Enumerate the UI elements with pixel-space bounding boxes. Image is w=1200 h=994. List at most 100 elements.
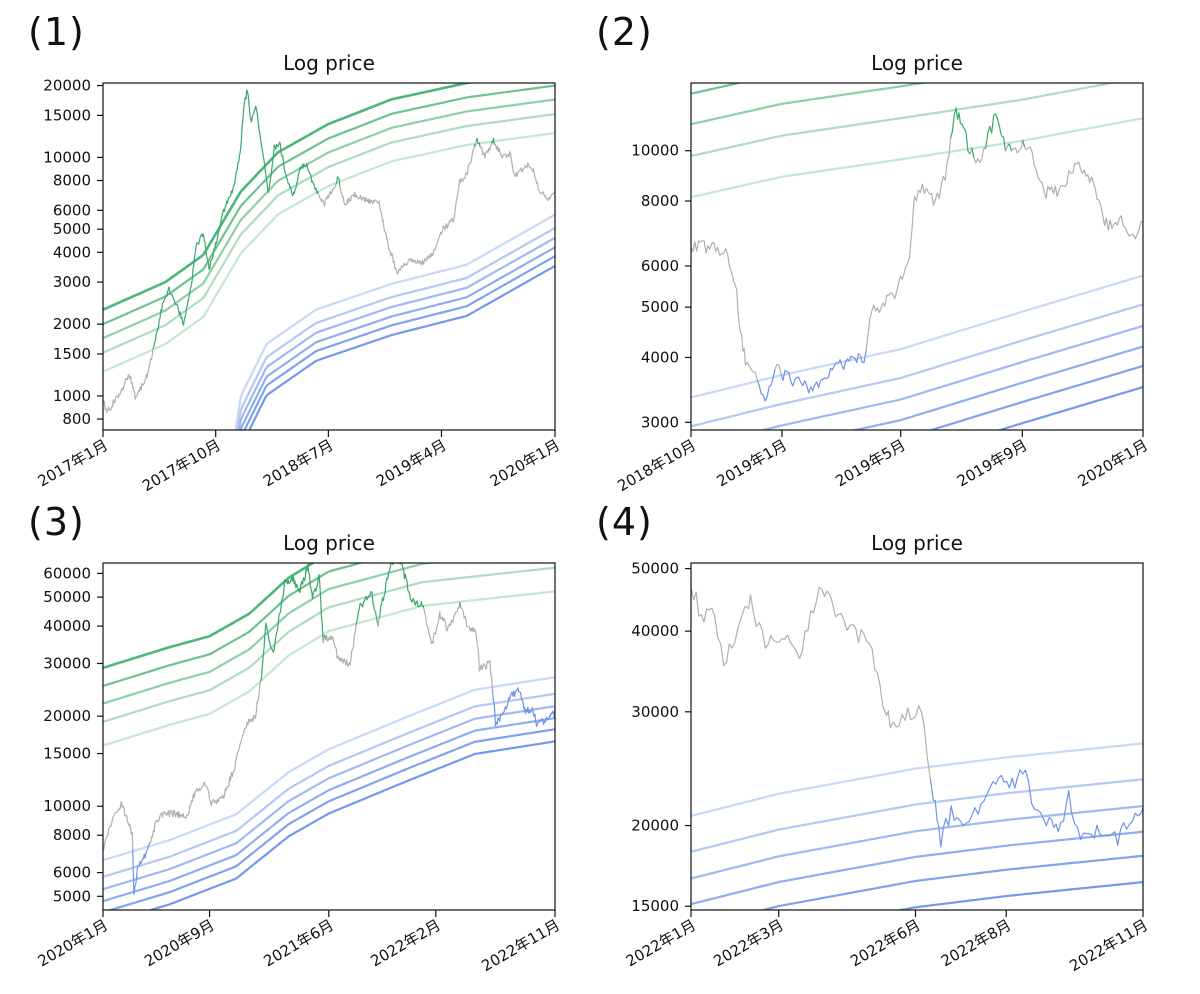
price-line-neutral (691, 586, 931, 780)
plot-frame (690, 82, 1144, 431)
y-tick-label: 5000 (53, 887, 91, 905)
price-line-high (1007, 143, 1013, 152)
price-line-high (475, 137, 481, 147)
price-line-high (355, 590, 378, 625)
band-low-5 (106, 728, 555, 910)
price-line-neutral (1004, 145, 1009, 152)
price-line-high (378, 563, 425, 619)
price-line-high (335, 176, 341, 187)
price-line-neutral (858, 352, 861, 357)
y-tick-label: 1500 (53, 345, 91, 363)
plot-area (103, 563, 555, 910)
y-tick-label: 20000 (43, 707, 91, 725)
panel-number-4: (4) (596, 500, 653, 544)
panel-number-2: (2) (596, 10, 653, 54)
band-low-2 (691, 303, 1143, 428)
panel-number-3: (3) (28, 500, 85, 544)
y-tick-label: 30000 (43, 654, 91, 672)
x-tick-label: 2022年6月 (847, 916, 923, 970)
band-high-4 (103, 566, 555, 723)
y-tick-label: 8000 (641, 192, 679, 210)
y-tick-label: 8000 (53, 172, 91, 190)
x-tick-label: 2019年5月 (832, 436, 908, 490)
band-low-2 (236, 227, 555, 430)
x-tick-label: 2019年4月 (373, 436, 449, 490)
band-high-3 (103, 98, 555, 340)
panel-number-1: (1) (28, 10, 85, 54)
band-low-4 (691, 830, 1143, 906)
price-line-low (859, 350, 867, 363)
price-line-neutral (423, 602, 461, 645)
price-line-neutral (325, 624, 357, 667)
band-low-6 (894, 881, 1143, 910)
chart-2: Log price 3000 4000 5000 6000 8000 10000 2018年1… (614, 51, 1151, 495)
x-tick-label: 2019年9月 (954, 436, 1030, 490)
band-high-5 (103, 590, 555, 747)
y-tick-label: 1000 (53, 387, 91, 405)
x-tick-label: 2022年11月 (1066, 916, 1151, 975)
y-tick-label: 50000 (631, 560, 679, 578)
y-tick-label: 4000 (641, 348, 679, 366)
x-tick-label: 2022年1月 (623, 916, 699, 970)
band-low-6 (146, 740, 555, 910)
chart-4: Log price 15000 20000 30000 40000 50000 2022年1… (623, 531, 1151, 975)
band-high-3 (691, 83, 931, 126)
band-high-5 (691, 117, 1143, 199)
y-tick-label: 4000 (53, 243, 91, 261)
band-high-4 (691, 83, 1118, 158)
band-low-2 (103, 692, 555, 878)
price-line-neutral (317, 184, 337, 207)
band-low-6 (996, 386, 1143, 430)
band-low-5 (758, 854, 1143, 910)
price-line-high (152, 89, 319, 350)
band-low-2 (691, 778, 1143, 853)
price-line-neutral (774, 364, 782, 375)
band-low-4 (850, 345, 1143, 430)
y-tick-label: 15000 (43, 745, 91, 763)
band-low-3 (691, 804, 1143, 880)
x-tick-label: 2018年10月 (614, 436, 699, 495)
band-low-6 (248, 264, 555, 430)
y-tick-label: 40000 (43, 617, 91, 635)
plot-frame (690, 562, 1144, 911)
y-tick-label: 20000 (631, 817, 679, 835)
band-low-3 (238, 236, 555, 430)
band-high-4 (103, 113, 555, 354)
y-tick-label: 5000 (53, 220, 91, 238)
price-line-neutral (460, 607, 493, 690)
price-line-neutral (479, 140, 493, 159)
price-line-low (491, 687, 555, 727)
y-tick-label: 6000 (641, 257, 679, 275)
y-tick-label: 3000 (53, 273, 91, 291)
y-tick-label: 800 (62, 410, 91, 428)
y-tick-label: 60000 (43, 564, 91, 582)
plot-area (691, 586, 1143, 910)
band-low-1 (691, 274, 1143, 399)
price-line-neutral (493, 143, 555, 202)
chart-title: Log price (283, 531, 375, 555)
price-line-neutral (339, 144, 476, 275)
price-line-high (1022, 139, 1026, 148)
band-low-5 (927, 364, 1143, 430)
band-low-1 (103, 676, 555, 862)
band-high-2 (103, 84, 555, 326)
y-tick-label: 15000 (43, 106, 91, 124)
band-low-5 (243, 255, 555, 430)
x-tick-label: 2020年1月 (487, 436, 563, 490)
y-tick-label: 10000 (43, 148, 91, 166)
band-high-1 (103, 563, 316, 670)
x-tick-label: 2019年1月 (714, 436, 790, 490)
price-line-neutral (103, 800, 134, 851)
y-tick-label: 40000 (631, 622, 679, 640)
plot-frame (102, 562, 556, 911)
x-tick-label: 2022年2月 (367, 916, 443, 970)
price-line-high (260, 563, 324, 682)
price-line-neutral (376, 618, 380, 628)
price-line-neutral (474, 140, 477, 147)
y-tick-label: 15000 (631, 897, 679, 915)
price-line-neutral (322, 635, 325, 644)
band-low-1 (691, 742, 1143, 817)
plot-area (691, 83, 1143, 430)
x-tick-label: 2017年1月 (35, 436, 111, 490)
